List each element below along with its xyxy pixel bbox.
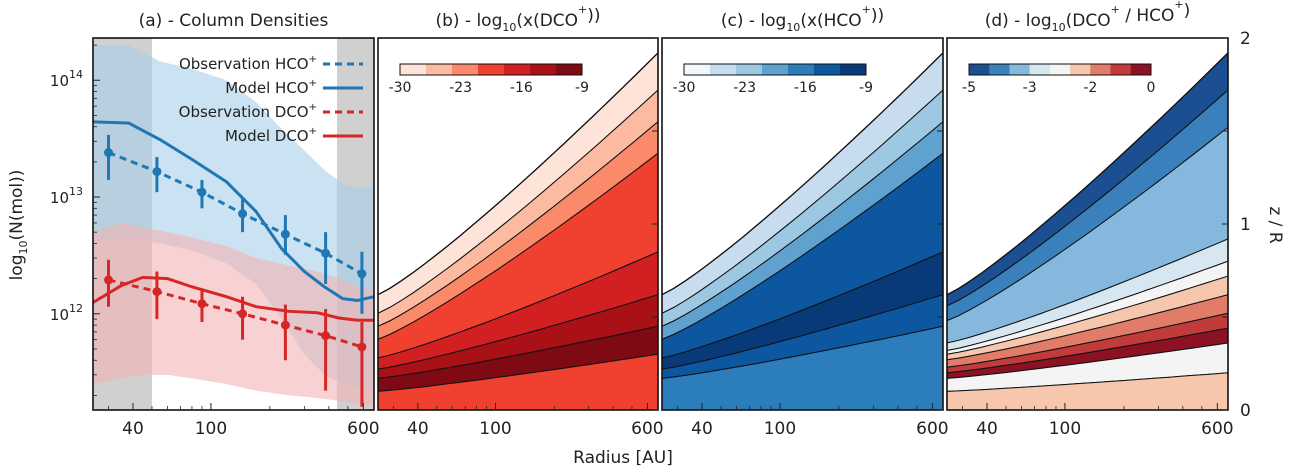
colorbar-cell [684, 64, 711, 75]
legend-label: Observation DCO+ [179, 102, 317, 121]
colorbar-tick-label: -2 [1083, 80, 1097, 96]
plot-area [947, 52, 1228, 410]
contour-band [662, 325, 943, 410]
observation-point [321, 248, 331, 258]
colorbar-cell [736, 64, 763, 75]
plot-area-a [93, 38, 374, 410]
colorbar-cell [556, 64, 583, 75]
colorbar-tick-label: -16 [794, 80, 817, 96]
colorbar-tick-label: -3 [1023, 80, 1037, 96]
legend-label: Model DCO+ [225, 126, 317, 145]
y-axis-label: log10(N(mol)) [7, 170, 30, 281]
x-tick-label: 100 [195, 419, 227, 439]
observation-point [104, 148, 114, 158]
colorbar-cell [814, 64, 841, 75]
colorbar-tick-label: -9 [859, 80, 873, 96]
x-tick-label: 600 [631, 419, 663, 439]
colorbar-cell [504, 64, 531, 75]
colorbar-cell [1070, 64, 1091, 75]
colorbar-tick-label: 0 [1147, 80, 1156, 96]
colorbar-tick-label: -5 [962, 80, 976, 96]
colorbar-cell [530, 64, 557, 75]
observation-point [357, 269, 367, 279]
colorbar-cell [969, 64, 990, 75]
right-y-axis-label: z / R [1265, 206, 1285, 243]
colorbar-tick-label: -23 [733, 80, 756, 96]
x-axis-label: Radius [AU] [573, 448, 673, 468]
x-tick-label: 40 [976, 419, 998, 439]
colorbar-cell [1130, 64, 1152, 75]
colorbar-cell [1009, 64, 1031, 75]
colorbar-cell [788, 64, 815, 75]
y-tick-label: 1014 [50, 68, 83, 90]
x-tick-label: 100 [479, 419, 511, 439]
x-tick-label: 100 [764, 419, 796, 439]
observation-point [152, 167, 162, 177]
colorbar-tick-label: -30 [673, 80, 696, 96]
model-line [93, 120, 374, 303]
legend-label: Model HCO+ [225, 78, 317, 97]
panel-title: (d) - log10(DCO+ / HCO+) [985, 0, 1191, 34]
disk-surface [378, 52, 658, 296]
colorbar-cell [710, 64, 737, 75]
colorbar-cell [1049, 64, 1071, 75]
colorbar-cell [400, 64, 427, 75]
x-tick-label: 600 [916, 419, 948, 439]
x-tick-label: 40 [691, 419, 713, 439]
observation-point [238, 309, 248, 319]
contour-band [947, 372, 1228, 410]
observation-point [197, 299, 207, 309]
colorbar-frame [683, 63, 867, 76]
x-tick-label: 600 [1201, 419, 1233, 439]
observation-point [152, 287, 162, 297]
x-tick-label: 100 [1049, 419, 1081, 439]
observation-point [280, 320, 290, 330]
panel-title: (a) - Column Densities [139, 11, 329, 31]
observation-point [357, 342, 367, 352]
x-tick-label: 600 [347, 419, 379, 439]
colorbar-cell [478, 64, 505, 75]
colorbar-cell [989, 64, 1010, 75]
disk-surface [662, 52, 943, 296]
colorbar-cell [426, 64, 453, 75]
disk-surface [947, 52, 1228, 296]
panel-title: (b) - log10(x(DCO+)) [435, 3, 600, 34]
colorbar-cell [1110, 64, 1132, 75]
colorbar-frame [968, 63, 1152, 76]
x-tick-label: 40 [407, 419, 429, 439]
colorbar-cell [840, 64, 867, 75]
observation-point [321, 331, 331, 341]
right-tick-label: 1 [1240, 215, 1251, 235]
panel-frame [92, 37, 375, 411]
colorbar-cell [1029, 64, 1051, 75]
x-tick-label: 40 [122, 419, 144, 439]
observation-point [280, 229, 290, 239]
right-tick-label: 2 [1240, 29, 1251, 49]
legend-label: Observation HCO+ [179, 54, 317, 73]
colorbar-frame [399, 63, 583, 76]
plot-area [662, 52, 943, 410]
panel-title: (c) - log10(x(HCO+)) [721, 3, 884, 34]
colorbar-tick-label: -9 [575, 80, 589, 96]
observation-point [238, 209, 248, 219]
observation-point [197, 187, 207, 197]
right-tick-label: 0 [1240, 401, 1251, 421]
observation-point [104, 275, 114, 285]
colorbar-tick-label: -30 [389, 80, 412, 96]
colorbar-tick-label: -23 [449, 80, 472, 96]
colorbar-tick-label: -16 [510, 80, 533, 96]
contour-band [378, 353, 658, 410]
y-tick-label: 1012 [50, 302, 83, 324]
colorbar-cell [1090, 64, 1112, 75]
y-tick-label: 1013 [50, 185, 83, 207]
plot-area [378, 52, 658, 410]
colorbar-cell [452, 64, 479, 75]
colorbar-cell [762, 64, 789, 75]
